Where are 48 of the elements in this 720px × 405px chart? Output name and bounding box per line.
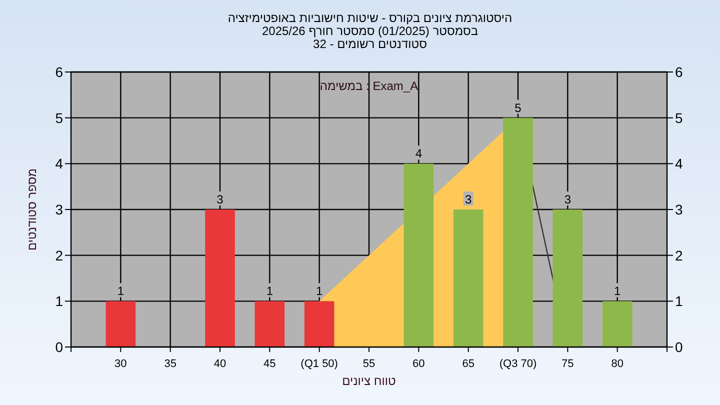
x-axis-title: טווח ציונים bbox=[342, 374, 396, 388]
bar bbox=[602, 301, 632, 347]
bar bbox=[254, 301, 285, 347]
y-tick-label: 0 bbox=[55, 339, 64, 355]
bar bbox=[552, 210, 583, 347]
data-label: 1 bbox=[117, 284, 124, 298]
annotation: במשימה : Exam_A bbox=[320, 79, 418, 93]
y-tick-label: 6 bbox=[55, 64, 64, 80]
y2-tick-label: 5 bbox=[675, 110, 683, 126]
data-label: 3 bbox=[464, 192, 472, 206]
data-label: 5 bbox=[514, 100, 522, 115]
y-tick-label: 1 bbox=[55, 293, 64, 310]
data-label: 1 bbox=[614, 284, 621, 298]
x-tick-label: 30 bbox=[114, 358, 127, 370]
chart-title: היסטוגרמת ציונים בקורס - שיטות חישוביות באופטימיזציה bbox=[228, 11, 512, 25]
x-tick-label: 80 bbox=[611, 358, 624, 370]
y2-tick-label: 3 bbox=[675, 202, 683, 218]
y-tick-label: 2 bbox=[55, 247, 64, 264]
y2-tick-label: 6 bbox=[675, 64, 683, 80]
x-tick-label: 75 bbox=[562, 358, 574, 370]
data-label: 1 bbox=[266, 284, 274, 298]
y-tick-label: 4 bbox=[55, 156, 64, 172]
y-tick-label: 3 bbox=[55, 202, 64, 218]
y-tick-label: 5 bbox=[55, 110, 64, 126]
y2-tick-label: 1 bbox=[675, 293, 683, 310]
x-tick-label: 60 bbox=[412, 358, 425, 370]
bar bbox=[304, 301, 334, 347]
y2-tick-label: 2 bbox=[675, 247, 683, 264]
x-tick-label: (Q3 70) bbox=[499, 358, 537, 370]
data-label: 3 bbox=[564, 192, 572, 206]
x-tick-label: 55 bbox=[362, 358, 376, 370]
y-axis-title: מספר סטודנטים bbox=[25, 168, 39, 251]
x-tick-label: 65 bbox=[462, 358, 474, 370]
y2-tick-label: 0 bbox=[675, 339, 683, 355]
bar bbox=[404, 164, 434, 347]
data-label: 4 bbox=[415, 146, 422, 161]
x-tick-label: (Q1 50) bbox=[300, 358, 338, 370]
bar bbox=[453, 210, 484, 347]
x-tick-label: 45 bbox=[264, 358, 276, 370]
y2-tick-label: 4 bbox=[675, 156, 683, 172]
bar bbox=[503, 118, 533, 347]
bar bbox=[106, 301, 136, 347]
bar bbox=[205, 210, 235, 347]
x-tick-label: 35 bbox=[164, 358, 176, 370]
x-tick-label: 40 bbox=[214, 358, 226, 370]
chart-subtitle: בסמסטר (01/2025) סמסטר חורף 2025/26 סטודנטים רשומים - 32 bbox=[262, 24, 478, 51]
data-label: 3 bbox=[216, 192, 224, 206]
data-label: 1 bbox=[316, 284, 323, 298]
